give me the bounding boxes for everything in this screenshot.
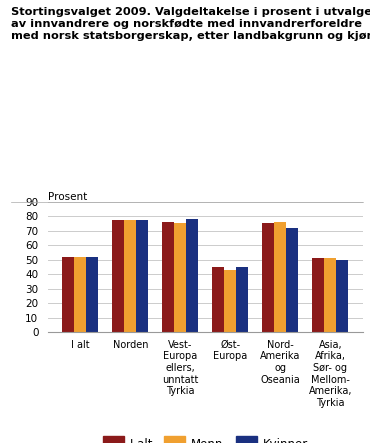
Bar <box>63 257 74 332</box>
Bar <box>224 270 236 332</box>
Bar <box>286 228 298 332</box>
Bar <box>74 257 86 332</box>
Bar <box>236 267 248 332</box>
Bar <box>262 223 274 332</box>
Bar <box>274 222 286 332</box>
Bar <box>86 257 98 332</box>
Text: Stortingsvalget 2009. Valgdeltakelse i prosent i utvalget
av innvandrere og nors: Stortingsvalget 2009. Valgdeltakelse i p… <box>11 7 370 42</box>
Text: Prosent: Prosent <box>48 191 87 202</box>
Bar <box>124 221 137 332</box>
Bar <box>137 221 148 332</box>
Bar <box>324 258 336 332</box>
Bar <box>312 258 324 332</box>
Bar <box>162 222 174 332</box>
Bar <box>186 219 198 332</box>
Bar <box>174 223 186 332</box>
Bar <box>212 267 224 332</box>
Bar <box>336 260 348 332</box>
Bar <box>112 221 124 332</box>
Legend: I alt, Menn, Kvinner: I alt, Menn, Kvinner <box>99 432 312 443</box>
